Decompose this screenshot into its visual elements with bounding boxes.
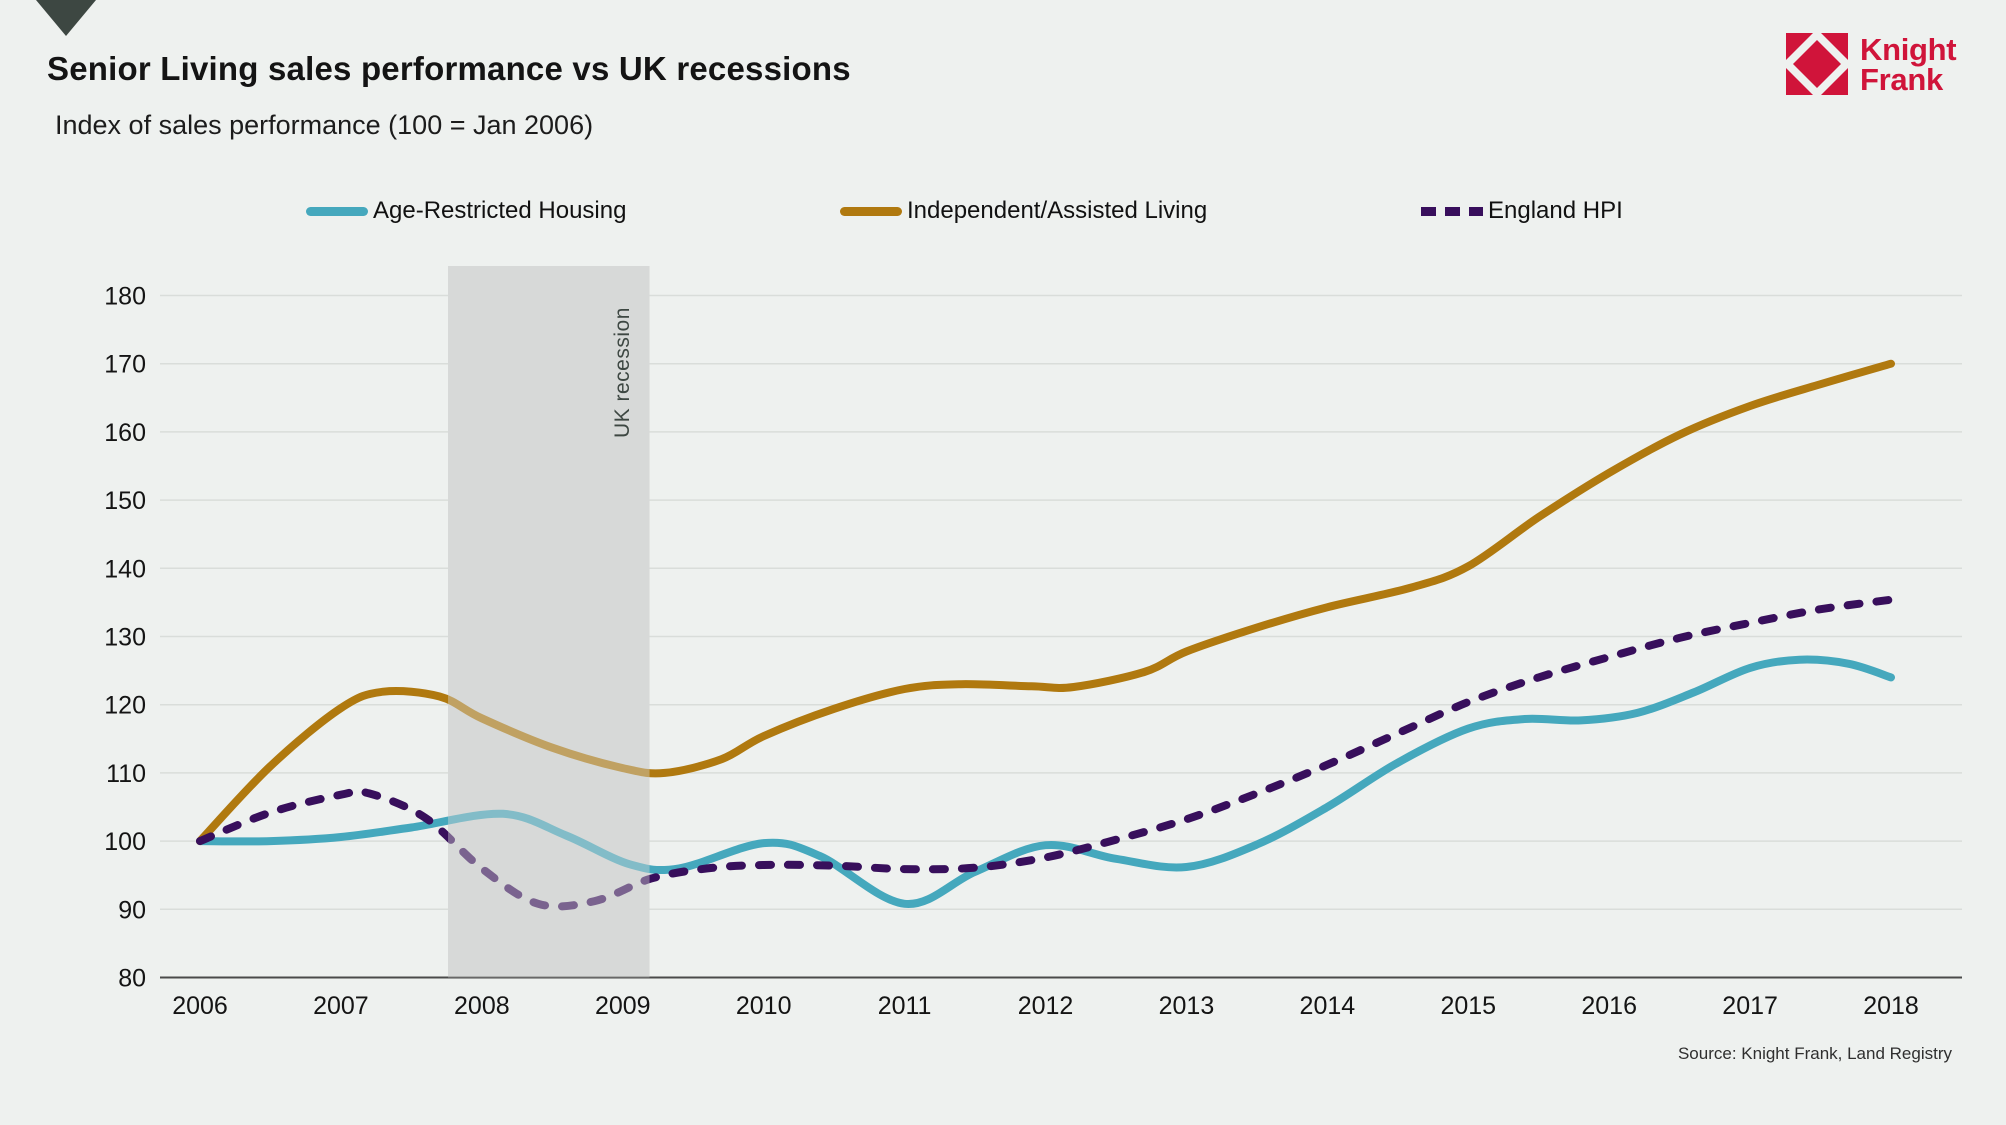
knight-frank-logo-mark-icon (1786, 33, 1848, 95)
corner-triangle-icon (36, 0, 96, 36)
logo-line-2: Frank (1860, 62, 1943, 97)
series-line-1 (196, 359, 1895, 846)
legend-swatch-purple-dashed-icon (1421, 206, 1483, 216)
y-tick-label: 170 (104, 351, 146, 379)
x-tick-label: 2009 (595, 992, 651, 1020)
x-tick-label: 2012 (1018, 992, 1074, 1020)
x-tick-label: 2014 (1300, 992, 1356, 1020)
y-tick-label: 150 (104, 487, 146, 515)
series-line-2 (196, 595, 1895, 911)
legend-item-independent-assisted-living: Independent/Assisted Living (840, 197, 1207, 225)
legend-swatch-orange-icon (840, 206, 902, 216)
legend-swatch-teal-icon (306, 206, 368, 216)
legend-label: Independent/Assisted Living (907, 197, 1208, 224)
y-tick-label: 160 (104, 419, 146, 447)
y-tick-label: 120 (104, 692, 146, 720)
x-tick-label: 2018 (1863, 992, 1919, 1020)
x-tick-label: 2016 (1581, 992, 1637, 1020)
source-note: Source: Knight Frank, Land Registry (1677, 1044, 1952, 1063)
x-tick-label: 2015 (1440, 992, 1496, 1020)
y-tick-label: 90 (118, 896, 146, 924)
y-tick-label: 80 (118, 965, 146, 993)
x-tick-label: 2006 (172, 992, 228, 1020)
legend-label: England HPI (1488, 197, 1623, 224)
y-tick-label: 140 (104, 555, 146, 583)
y-tick-label: 180 (104, 283, 146, 311)
x-tick-label: 2017 (1722, 992, 1778, 1020)
knight-frank-logo-text: Knight Frank (1860, 32, 1957, 97)
legend-item-age-restricted-housing: Age-Restricted Housing (306, 197, 626, 225)
legend-label: Age-Restricted Housing (373, 197, 627, 224)
page-title: Senior Living sales performance vs UK re… (47, 50, 851, 87)
y-tick-label: 100 (104, 828, 146, 856)
x-tick-label: 2010 (736, 992, 792, 1020)
x-tick-label: 2011 (878, 992, 932, 1020)
y-tick-label: 110 (106, 760, 146, 788)
x-tick-label: 2007 (313, 992, 369, 1020)
page-subtitle: Index of sales performance (100 = Jan 20… (55, 110, 594, 140)
recession-band-overlay (448, 266, 650, 978)
x-tick-label: 2013 (1159, 992, 1215, 1020)
recession-band-label: UK recession (611, 307, 634, 438)
legend-item-england-hpi: England HPI (1421, 197, 1623, 225)
knight-frank-logo: Knight Frank (1786, 32, 1957, 97)
logo-line-1: Knight (1860, 32, 1957, 67)
y-tick-label: 130 (104, 624, 146, 652)
x-tick-label: 2008 (454, 992, 510, 1020)
